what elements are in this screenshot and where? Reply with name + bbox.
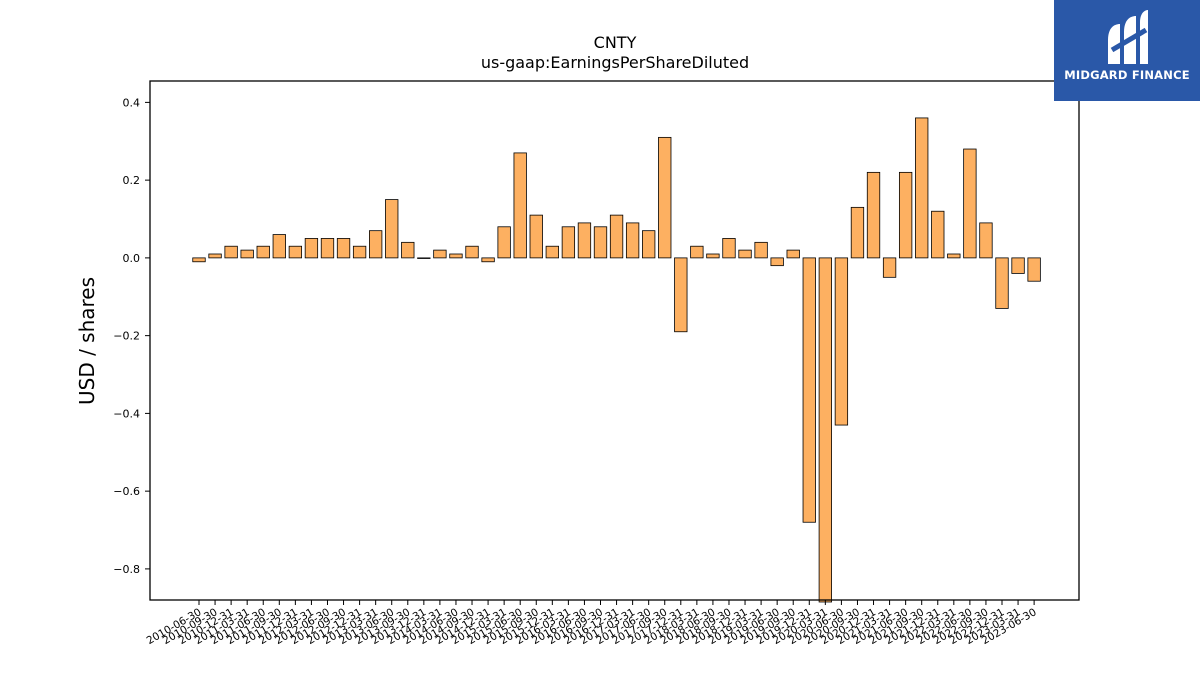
bar-2012-06-30 [320, 238, 335, 259]
bars-group [192, 117, 1041, 603]
bar-2019-12-31 [802, 257, 816, 523]
bar-2010-06-30 [192, 257, 206, 263]
bar-2021-06-30 [898, 171, 913, 259]
bar-2011-09-30 [272, 234, 286, 259]
bar-2015-06-30 [513, 152, 527, 259]
bar-2019-09-30 [786, 249, 800, 259]
bar-2014-03-31 [433, 249, 447, 259]
bar-2014-06-30 [449, 253, 463, 259]
plot-frame [149, 80, 1080, 601]
bar-2022-09-30 [979, 222, 993, 259]
y-tick-label: −0.2 [113, 330, 140, 343]
bar-2021-09-30 [915, 117, 929, 259]
bar-2012-09-30 [336, 238, 351, 259]
midgard-logo-icon [1108, 10, 1148, 64]
bar-2010-09-30 [208, 253, 222, 259]
bar-2016-12-31 [609, 214, 624, 259]
y-axis-label: USD / shares [75, 277, 99, 405]
bar-2011-06-30 [256, 245, 270, 259]
bar-2012-12-31 [352, 245, 367, 259]
bar-2022-06-30 [963, 148, 977, 259]
bar-2012-03-31 [304, 238, 319, 259]
bar-2018-09-30 [722, 238, 736, 259]
bar-2021-12-31 [931, 210, 945, 259]
y-tick-label: 0.2 [123, 174, 141, 187]
bar-2018-03-31 [690, 245, 704, 259]
bar-2018-06-30 [706, 253, 720, 259]
chart-title: CNTY [594, 33, 637, 52]
y-tick-label: 0.0 [123, 252, 141, 265]
bar-2023-06-30 [1027, 257, 1041, 282]
logo-text: MIDGARD FINANCE [1064, 68, 1190, 82]
chart-subtitle: us-gaap:EarningsPerShareDiluted [481, 53, 749, 72]
bar-2022-12-31 [995, 257, 1009, 309]
bar-2016-09-30 [593, 226, 608, 259]
y-tick-label: −0.4 [113, 407, 140, 420]
bar-2013-09-30 [401, 241, 415, 259]
bar-2016-06-30 [577, 222, 592, 259]
bar-2021-03-31 [882, 257, 897, 278]
bar-2020-06-30 [834, 257, 849, 426]
bar-2020-12-31 [866, 171, 881, 259]
bar-2022-03-31 [947, 253, 961, 259]
bar-2017-12-31 [674, 257, 688, 333]
y-tick-label: −0.6 [113, 485, 140, 498]
bar-2019-03-31 [754, 241, 768, 259]
bar-2014-12-31 [481, 257, 495, 263]
bar-2020-03-31 [818, 257, 832, 603]
bar-2017-03-31 [625, 222, 640, 259]
bar-2019-06-30 [770, 257, 784, 267]
bar-2015-03-31 [497, 226, 511, 259]
y-axis: 0.4 0.2 0.0 −0.2 −0.4 −0.6 −0.8 [113, 96, 150, 576]
bar-2013-12-31 [417, 257, 431, 259]
bar-2015-12-31 [545, 245, 559, 259]
y-tick-label: 0.4 [123, 96, 141, 109]
y-tick-label: −0.8 [113, 563, 140, 576]
bar-2023-03-31 [1011, 257, 1025, 274]
bar-2018-12-31 [738, 249, 752, 259]
bar-2011-03-31 [240, 249, 254, 259]
bar-2010-12-31 [224, 245, 238, 259]
bar-2013-06-30 [385, 199, 399, 259]
x-axis: 2010-06-302010-09-302010-12-312011-03-31… [145, 600, 1039, 647]
bar-2017-09-30 [658, 136, 672, 259]
bar-2016-03-31 [561, 226, 576, 259]
bar-2017-06-30 [642, 230, 656, 259]
bar-2020-09-30 [850, 206, 865, 259]
bar-2015-09-30 [529, 214, 543, 259]
bar-2011-12-31 [288, 245, 303, 259]
bar-2014-09-30 [465, 245, 479, 259]
bar-2013-03-31 [369, 230, 383, 259]
